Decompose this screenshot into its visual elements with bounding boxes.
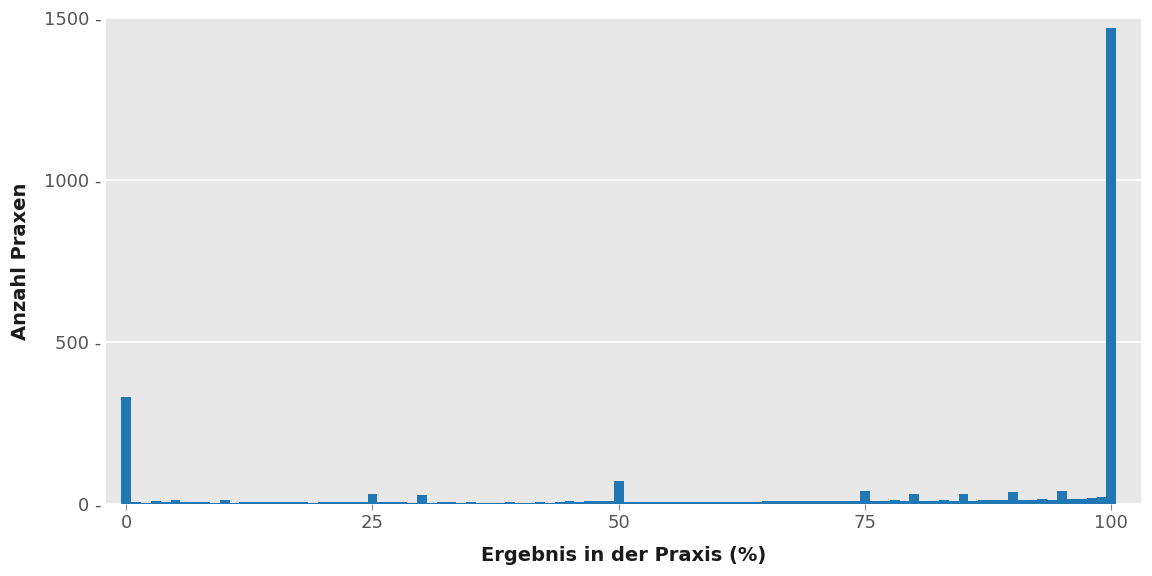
Bar [978, 501, 988, 503]
Bar [1028, 500, 1038, 503]
Bar [1058, 491, 1067, 503]
Bar [1077, 499, 1086, 503]
Bar [220, 501, 229, 503]
Bar [683, 502, 692, 503]
Bar [820, 501, 831, 503]
Bar [939, 501, 949, 503]
Bar [387, 502, 397, 503]
Bar [850, 501, 861, 503]
Bar [1017, 500, 1028, 503]
Bar [417, 495, 426, 503]
Bar [160, 502, 170, 503]
Bar [378, 502, 387, 503]
X-axis label: Ergebnis in der Praxis (%): Ergebnis in der Praxis (%) [482, 546, 766, 565]
Bar [367, 494, 378, 503]
Bar [958, 494, 969, 503]
Bar [623, 502, 634, 503]
Bar [190, 502, 200, 503]
Bar [298, 502, 309, 503]
Bar [446, 502, 456, 503]
Y-axis label: Anzahl Praxen: Anzahl Praxen [12, 182, 30, 339]
Bar [742, 502, 752, 503]
Bar [1047, 500, 1058, 503]
Bar [240, 502, 249, 503]
Bar [811, 501, 820, 503]
Bar [880, 501, 889, 503]
Bar [151, 501, 160, 503]
Bar [900, 501, 909, 503]
Bar [929, 501, 939, 503]
Bar [348, 502, 358, 503]
Bar [801, 501, 811, 503]
Bar [249, 502, 259, 503]
Bar [555, 502, 564, 503]
Bar [722, 502, 732, 503]
Bar [732, 502, 742, 503]
Bar [181, 502, 190, 503]
Bar [831, 501, 841, 503]
Bar [791, 501, 801, 503]
Bar [889, 501, 900, 503]
Bar [949, 501, 958, 503]
Bar [338, 502, 348, 503]
Bar [467, 502, 476, 503]
Bar [1086, 498, 1097, 503]
Bar [1106, 28, 1116, 503]
Bar [1097, 497, 1106, 503]
Bar [1008, 492, 1017, 503]
Bar [752, 502, 761, 503]
Bar [594, 501, 604, 503]
Bar [919, 501, 929, 503]
Bar [604, 501, 614, 503]
Bar [1067, 499, 1077, 503]
Bar [289, 502, 298, 503]
Bar [998, 500, 1008, 503]
Bar [870, 501, 880, 503]
Bar [121, 397, 131, 503]
Bar [673, 502, 683, 503]
Bar [653, 502, 664, 503]
Bar [1038, 499, 1047, 503]
Bar [318, 502, 328, 503]
Bar [772, 501, 781, 503]
Bar [643, 502, 653, 503]
Bar [781, 501, 791, 503]
Bar [584, 501, 594, 503]
Bar [328, 502, 338, 503]
Bar [397, 502, 407, 503]
Bar [861, 491, 870, 503]
Bar [279, 502, 289, 503]
Bar [575, 502, 584, 503]
Bar [909, 494, 919, 503]
Bar [634, 502, 643, 503]
Bar [358, 502, 367, 503]
Bar [131, 502, 141, 503]
Bar [712, 502, 722, 503]
Bar [437, 502, 446, 503]
Bar [535, 502, 545, 503]
Bar [270, 502, 279, 503]
Bar [564, 501, 575, 503]
Bar [703, 502, 712, 503]
Bar [170, 501, 181, 503]
Bar [200, 502, 210, 503]
Bar [761, 501, 772, 503]
Bar [506, 502, 515, 503]
Bar [664, 502, 673, 503]
Bar [988, 500, 998, 503]
Bar [259, 502, 270, 503]
Bar [614, 481, 623, 503]
Bar [969, 501, 978, 503]
Bar [692, 502, 703, 503]
Bar [841, 501, 850, 503]
